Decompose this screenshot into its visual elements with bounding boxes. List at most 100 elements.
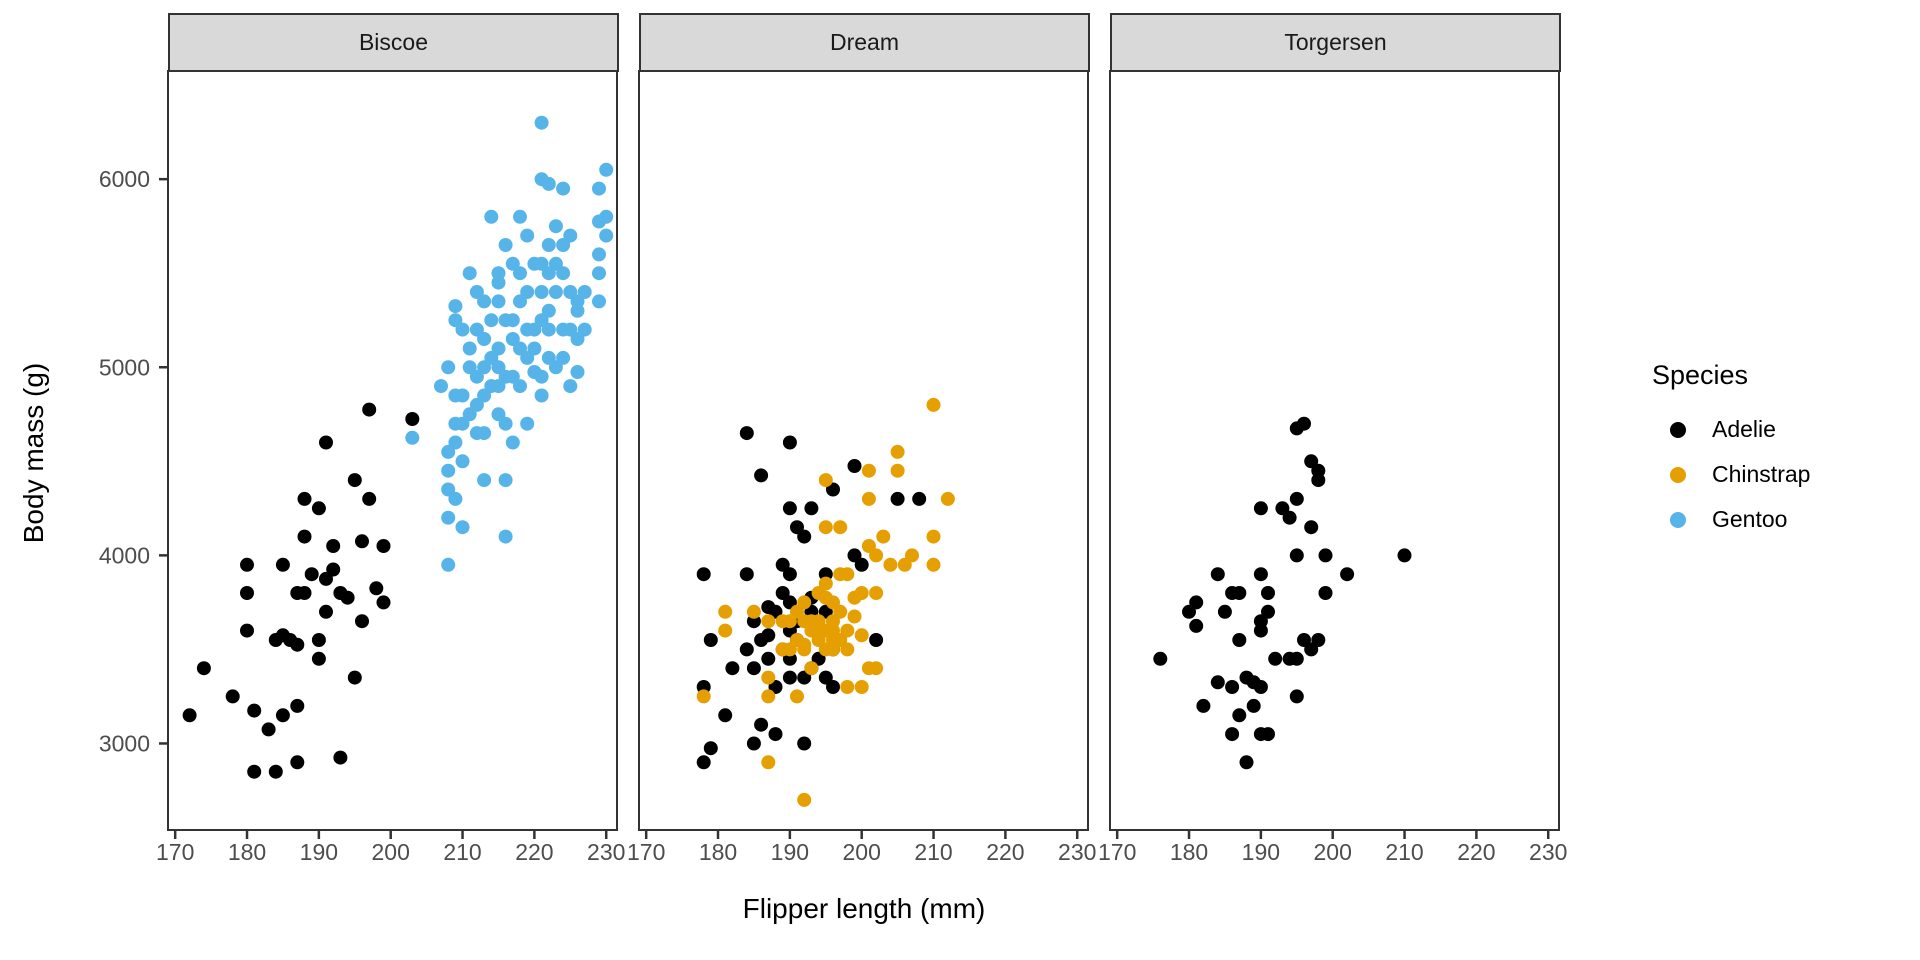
x-tick-label: 200 bbox=[843, 839, 881, 865]
point-gentoo bbox=[441, 510, 456, 525]
point-chinstrap bbox=[790, 689, 804, 704]
legend-swatch-gentoo bbox=[1670, 511, 1686, 528]
legend-label-chinstrap: Chinstrap bbox=[1712, 461, 1811, 487]
point-adelie bbox=[1318, 548, 1333, 563]
point-adelie bbox=[1289, 491, 1304, 506]
point-gentoo bbox=[520, 416, 535, 431]
point-chinstrap bbox=[818, 520, 833, 535]
point-gentoo bbox=[534, 388, 549, 403]
point-adelie bbox=[376, 539, 391, 553]
point-chinstrap bbox=[782, 614, 797, 629]
point-adelie bbox=[782, 567, 797, 582]
point-adelie bbox=[319, 435, 333, 450]
point-adelie bbox=[826, 680, 840, 694]
point-chinstrap bbox=[696, 689, 711, 704]
point-gentoo bbox=[548, 360, 563, 375]
point-adelie bbox=[761, 628, 776, 643]
point-adelie bbox=[304, 567, 319, 582]
point-chinstrap bbox=[926, 557, 941, 572]
point-chinstrap bbox=[718, 623, 733, 638]
point-adelie bbox=[290, 755, 305, 770]
point-chinstrap bbox=[847, 590, 862, 605]
point-adelie bbox=[703, 741, 718, 756]
point-adelie bbox=[247, 764, 262, 779]
point-adelie bbox=[1261, 727, 1275, 742]
point-chinstrap bbox=[897, 557, 912, 572]
point-adelie bbox=[268, 764, 283, 779]
point-gentoo bbox=[484, 209, 499, 224]
facet-strip-label: Torgersen bbox=[1284, 29, 1387, 55]
point-gentoo bbox=[570, 332, 585, 346]
point-gentoo bbox=[469, 397, 484, 412]
point-adelie bbox=[782, 501, 797, 516]
point-adelie bbox=[782, 435, 797, 450]
x-tick-label: 220 bbox=[515, 839, 553, 865]
point-adelie bbox=[1268, 651, 1283, 666]
point-adelie bbox=[1340, 567, 1355, 582]
point-adelie bbox=[297, 586, 312, 600]
point-adelie bbox=[311, 651, 326, 666]
point-adelie bbox=[376, 595, 391, 610]
legend-label-gentoo: Gentoo bbox=[1712, 506, 1788, 532]
point-gentoo bbox=[534, 115, 549, 130]
x-tick-label: 220 bbox=[1457, 839, 1495, 865]
point-adelie bbox=[326, 562, 341, 577]
point-adelie bbox=[1311, 633, 1326, 647]
point-gentoo bbox=[477, 473, 492, 488]
point-chinstrap bbox=[818, 473, 833, 488]
point-adelie bbox=[1253, 623, 1268, 638]
point-adelie bbox=[804, 501, 819, 516]
point-adelie bbox=[1282, 510, 1297, 525]
y-tick-label: 3000 bbox=[99, 730, 150, 756]
point-gentoo bbox=[441, 463, 456, 478]
point-adelie bbox=[1397, 548, 1412, 563]
point-gentoo bbox=[592, 181, 606, 196]
point-gentoo bbox=[592, 247, 606, 262]
point-gentoo bbox=[405, 430, 420, 445]
point-chinstrap bbox=[761, 670, 776, 685]
point-gentoo bbox=[513, 266, 527, 281]
point-gentoo bbox=[462, 341, 477, 356]
x-tick-label: 210 bbox=[443, 839, 481, 865]
point-adelie bbox=[1289, 651, 1304, 666]
point-adelie bbox=[797, 736, 812, 751]
point-chinstrap bbox=[926, 397, 941, 412]
point-adelie bbox=[890, 491, 905, 506]
point-gentoo bbox=[455, 322, 470, 337]
point-chinstrap bbox=[869, 586, 884, 600]
x-tick-label: 210 bbox=[1385, 839, 1423, 865]
legend-label-adelie: Adelie bbox=[1712, 416, 1776, 442]
point-gentoo bbox=[477, 332, 492, 346]
point-chinstrap bbox=[797, 642, 812, 657]
x-tick-label: 210 bbox=[914, 839, 952, 865]
point-adelie bbox=[754, 717, 769, 732]
point-adelie bbox=[247, 703, 262, 718]
point-gentoo bbox=[513, 209, 527, 224]
facet-strip-label: Dream bbox=[829, 29, 899, 55]
point-chinstrap bbox=[876, 529, 891, 544]
point-chinstrap bbox=[826, 642, 840, 657]
point-adelie bbox=[696, 567, 711, 582]
y-tick-label: 5000 bbox=[99, 354, 150, 380]
point-adelie bbox=[347, 670, 362, 685]
point-gentoo bbox=[541, 176, 556, 191]
facet-strip-biscoe: Biscoe bbox=[168, 13, 619, 72]
point-chinstrap bbox=[761, 755, 776, 770]
point-chinstrap bbox=[833, 567, 848, 582]
point-gentoo bbox=[534, 285, 549, 299]
x-tick-label: 200 bbox=[372, 839, 410, 865]
point-chinstrap bbox=[840, 642, 855, 657]
x-tick-label: 230 bbox=[1058, 839, 1096, 865]
point-adelie bbox=[297, 491, 312, 506]
y-axis-title: Body mass (g) bbox=[18, 362, 49, 544]
x-tick-label: 170 bbox=[627, 839, 665, 865]
point-adelie bbox=[1189, 618, 1204, 633]
point-adelie bbox=[912, 491, 927, 506]
point-adelie bbox=[768, 727, 783, 742]
point-gentoo bbox=[520, 228, 535, 243]
panel-border-torgersen bbox=[1109, 70, 1560, 831]
point-chinstrap bbox=[883, 557, 898, 572]
point-adelie bbox=[854, 557, 869, 572]
legend-entry-adelie: Adelie bbox=[1652, 413, 1810, 446]
point-adelie bbox=[196, 661, 211, 676]
